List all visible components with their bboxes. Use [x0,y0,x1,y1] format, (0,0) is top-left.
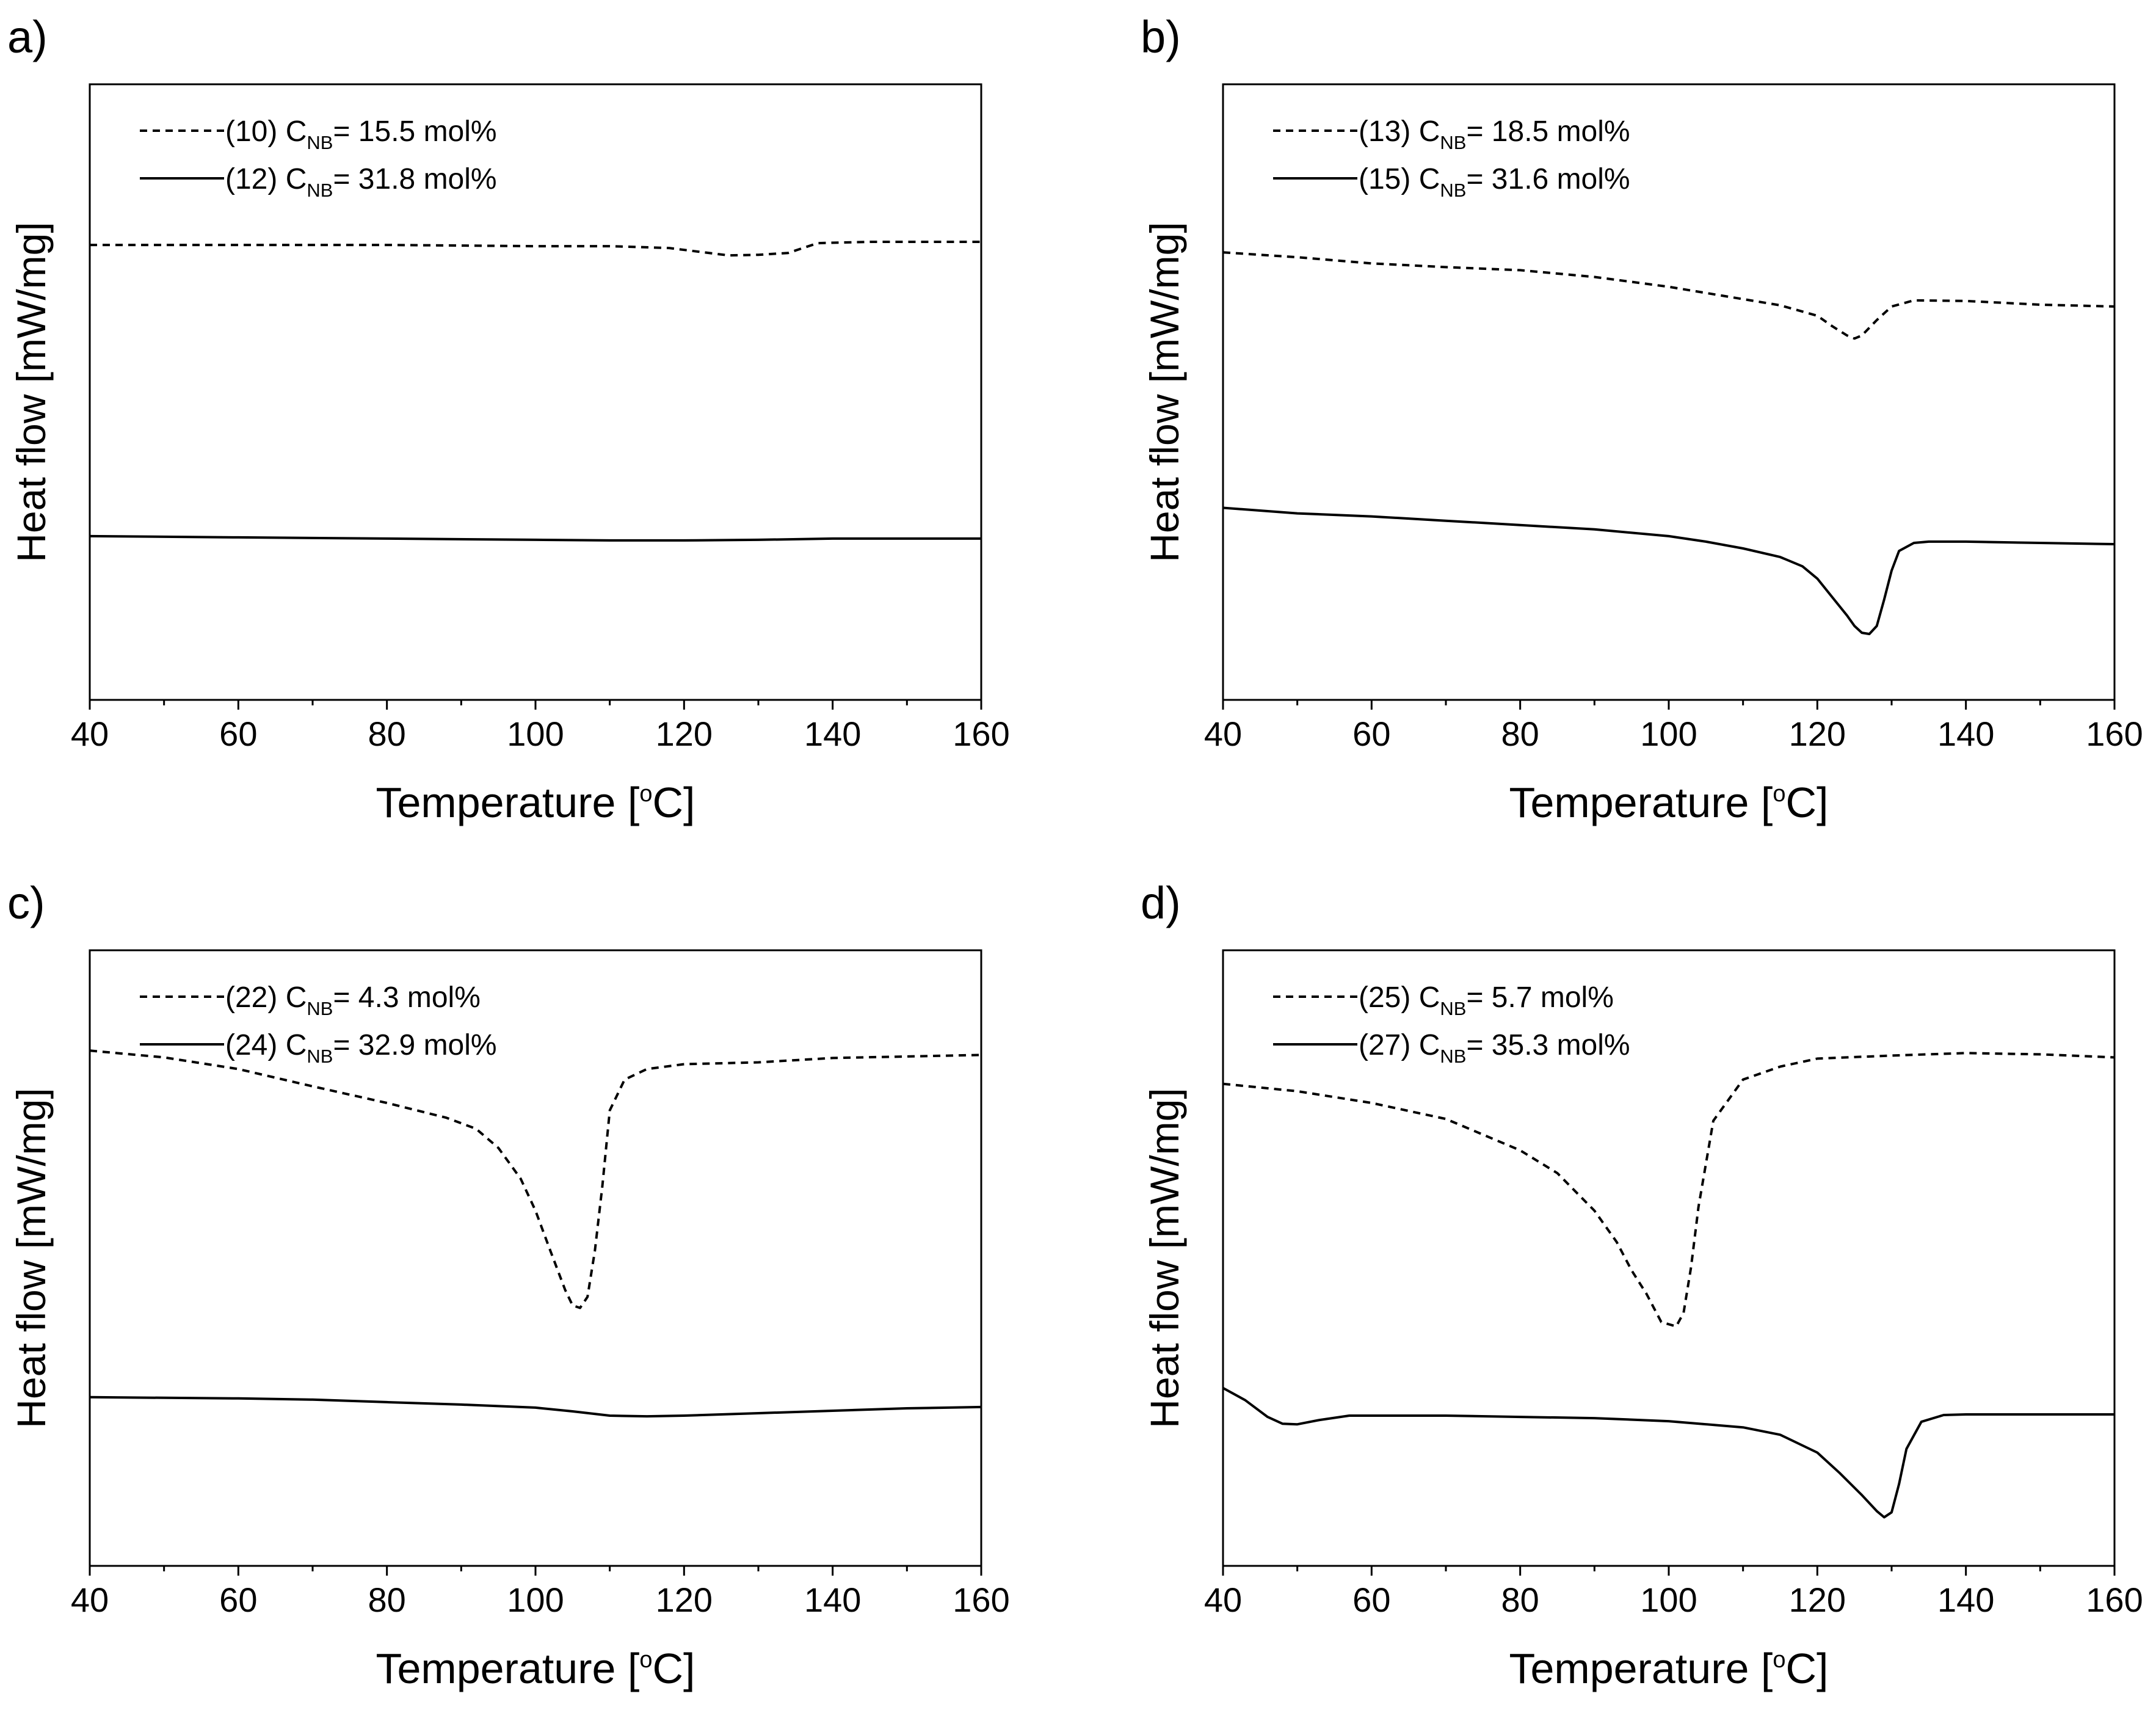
x-tick-label: 60 [1352,715,1390,753]
legend-label: (22) CNB= 4.3 mol% [225,981,481,1019]
y-axis-label: Heat flow [mW/mg] [9,222,54,562]
x-tick-label: 40 [1204,1581,1242,1619]
x-axis-label: Temperature [oC] [376,779,695,826]
x-axis-label: Temperature [oC] [1509,1645,1828,1692]
x-tick-label: 140 [1937,715,1994,753]
x-tick-label: 160 [2086,1581,2143,1619]
x-axis-label: Temperature [oC] [376,1645,695,1692]
x-tick-label: 120 [1789,1581,1846,1619]
panel-d: d) 40 60 80 100 120 140 160 Temperature [oC] Heat… [1141,878,2143,1692]
x-tick-label: 160 [953,1581,1009,1619]
x-tick-label: 140 [1937,1581,1994,1619]
panel-b: b) 40 60 80 100 120 140 160 Temperature [oC] Heat… [1141,12,2143,826]
legend-label: (10) CNB= 15.5 mol% [225,115,497,153]
series-line-solid [1222,1386,2114,1519]
series-line-solid [1222,506,2115,636]
x-axis-label: Temperature [oC] [1509,779,1828,826]
x-tick-label: 80 [1501,1581,1539,1619]
y-axis-label: Heat flow [mW/mg] [1142,222,1187,562]
legend-label: (24) CNB= 32.9 mol% [225,1029,497,1067]
plot-frame [1222,949,2116,1567]
legend-label: (15) CNB= 31.6 mol% [1359,163,1630,201]
x-tick-label: 80 [368,715,406,753]
y-axis-label: Heat flow [mW/mg] [1142,1088,1187,1428]
x-tick-label: 60 [1352,1581,1390,1619]
x-tick-label: 100 [507,1581,564,1619]
x-tick-label: 80 [368,1581,406,1619]
x-tick-label: 160 [953,715,1009,753]
x-tick-label: 120 [656,1581,713,1619]
series-line-dashed [90,241,981,257]
legend-label: (13) CNB= 18.5 mol% [1359,115,1630,153]
panel-a: a) 40 60 80 100 120 140 160 Temperature [oC] Heat… [7,12,1010,826]
x-tick-label: 120 [656,715,713,753]
series-line-dashed [1222,251,2115,340]
plot-frame [89,949,982,1567]
y-axis-label: Heat flow [mW/mg] [9,1088,54,1428]
series-line-solid [89,1395,982,1418]
x-tick-label: 140 [804,1581,861,1619]
x-tick-label: 100 [507,715,564,753]
x-tick-label: 40 [1204,715,1242,753]
x-tick-label: 60 [219,1581,257,1619]
plot-frame [1222,83,2116,701]
panel-c: c) 40 60 80 100 120 140 160 Temperature [oC] Heat… [7,878,1010,1692]
panel-label: c) [7,878,45,928]
panel-label: d) [1141,878,1181,928]
x-tick-label: 40 [71,715,109,753]
panel-label: b) [1141,12,1181,62]
x-tick-label: 100 [1640,1581,1697,1619]
legend-label: (25) CNB= 5.7 mol% [1359,981,1614,1019]
panel-label: a) [7,12,48,62]
legend-label: (27) CNB= 35.3 mol% [1359,1029,1630,1067]
x-tick-label: 120 [1789,715,1846,753]
x-tick-label: 140 [804,715,861,753]
x-tick-label: 100 [1640,715,1697,753]
series-line-dashed [1222,1052,2115,1328]
series-line-dashed [89,1049,982,1309]
x-tick-label: 60 [219,715,257,753]
series-line-solid [89,534,981,542]
plot-frame [89,83,982,701]
x-tick-label: 80 [1501,715,1539,753]
legend-label: (12) CNB= 31.8 mol% [225,163,497,201]
x-tick-label: 40 [71,1581,109,1619]
x-tick-label: 160 [2086,715,2143,753]
